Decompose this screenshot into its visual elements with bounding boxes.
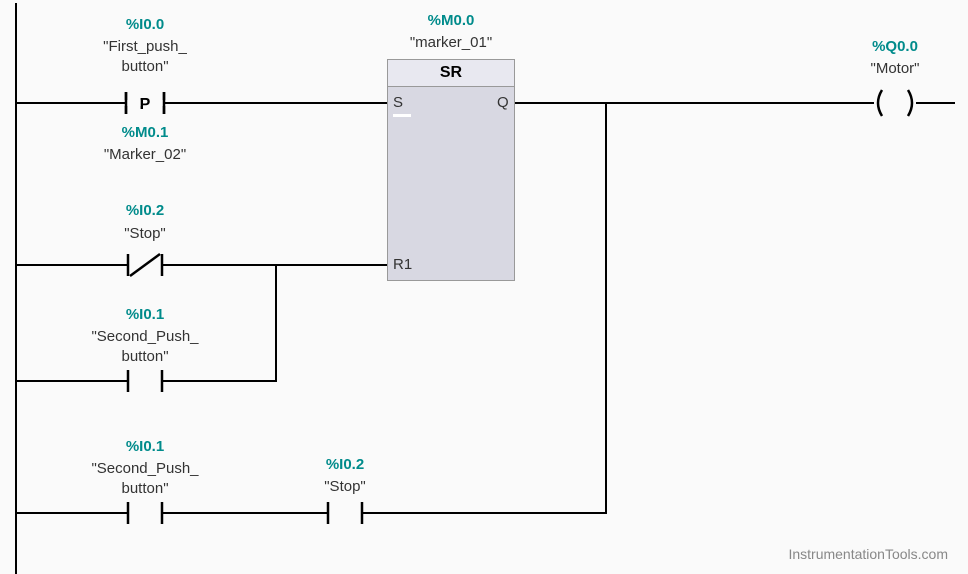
- nc-contact-icon: [118, 250, 172, 280]
- sr-addr: %M0.0: [411, 12, 491, 29]
- second-push-addr: %I0.1: [105, 306, 185, 323]
- first-push-addr: %I0.0: [105, 16, 185, 33]
- no-contact-icon-3: [318, 498, 372, 528]
- sr-q-label: Q: [497, 94, 509, 111]
- wire: [172, 102, 387, 104]
- wire: [15, 102, 118, 104]
- second-push-name2: button": [80, 348, 210, 365]
- second-push2-name1: "Second_Push_: [80, 460, 210, 477]
- no-contact-icon: [118, 366, 172, 396]
- power-rail: [15, 3, 17, 574]
- second-push2-name2: button": [80, 480, 210, 497]
- rung2-wire: [15, 264, 387, 266]
- sr-block: SR: [387, 59, 515, 281]
- no-contact-icon-2: [118, 498, 172, 528]
- motor-addr: %Q0.0: [855, 38, 935, 55]
- marker02-name: "Marker_02": [85, 146, 205, 163]
- stop-addr: %I0.2: [105, 202, 185, 219]
- rung3-wire: [15, 512, 607, 514]
- second-push2-addr: %I0.1: [105, 438, 185, 455]
- p-contact-icon-redraw: P: [118, 88, 172, 118]
- watermark: InstrumentationTools.com: [788, 546, 948, 562]
- second-push-name1: "Second_Push_: [80, 328, 210, 345]
- sr-s-label: S: [393, 94, 403, 111]
- stop2-name: "Stop": [305, 478, 385, 495]
- motor-name: "Motor": [855, 60, 935, 77]
- sr-r1-label: R1: [393, 256, 412, 273]
- first-push-name1: "First_push_: [85, 38, 205, 55]
- ladder-diagram: %I0.0 "First_push_ button" P P %M0.1 "Ma…: [0, 0, 968, 574]
- coil-icon: [868, 86, 922, 120]
- first-push-name2: button": [85, 58, 205, 75]
- stop2-addr: %I0.2: [305, 456, 385, 473]
- svg-text:P: P: [140, 96, 151, 113]
- marker02-addr: %M0.1: [105, 124, 185, 141]
- branch-down: [275, 264, 277, 382]
- sr-name: "marker_01": [391, 34, 511, 51]
- s-underline: [393, 114, 411, 117]
- sr-title: SR: [388, 60, 514, 87]
- rung3-join-up: [605, 102, 607, 514]
- stop-name: "Stop": [105, 225, 185, 242]
